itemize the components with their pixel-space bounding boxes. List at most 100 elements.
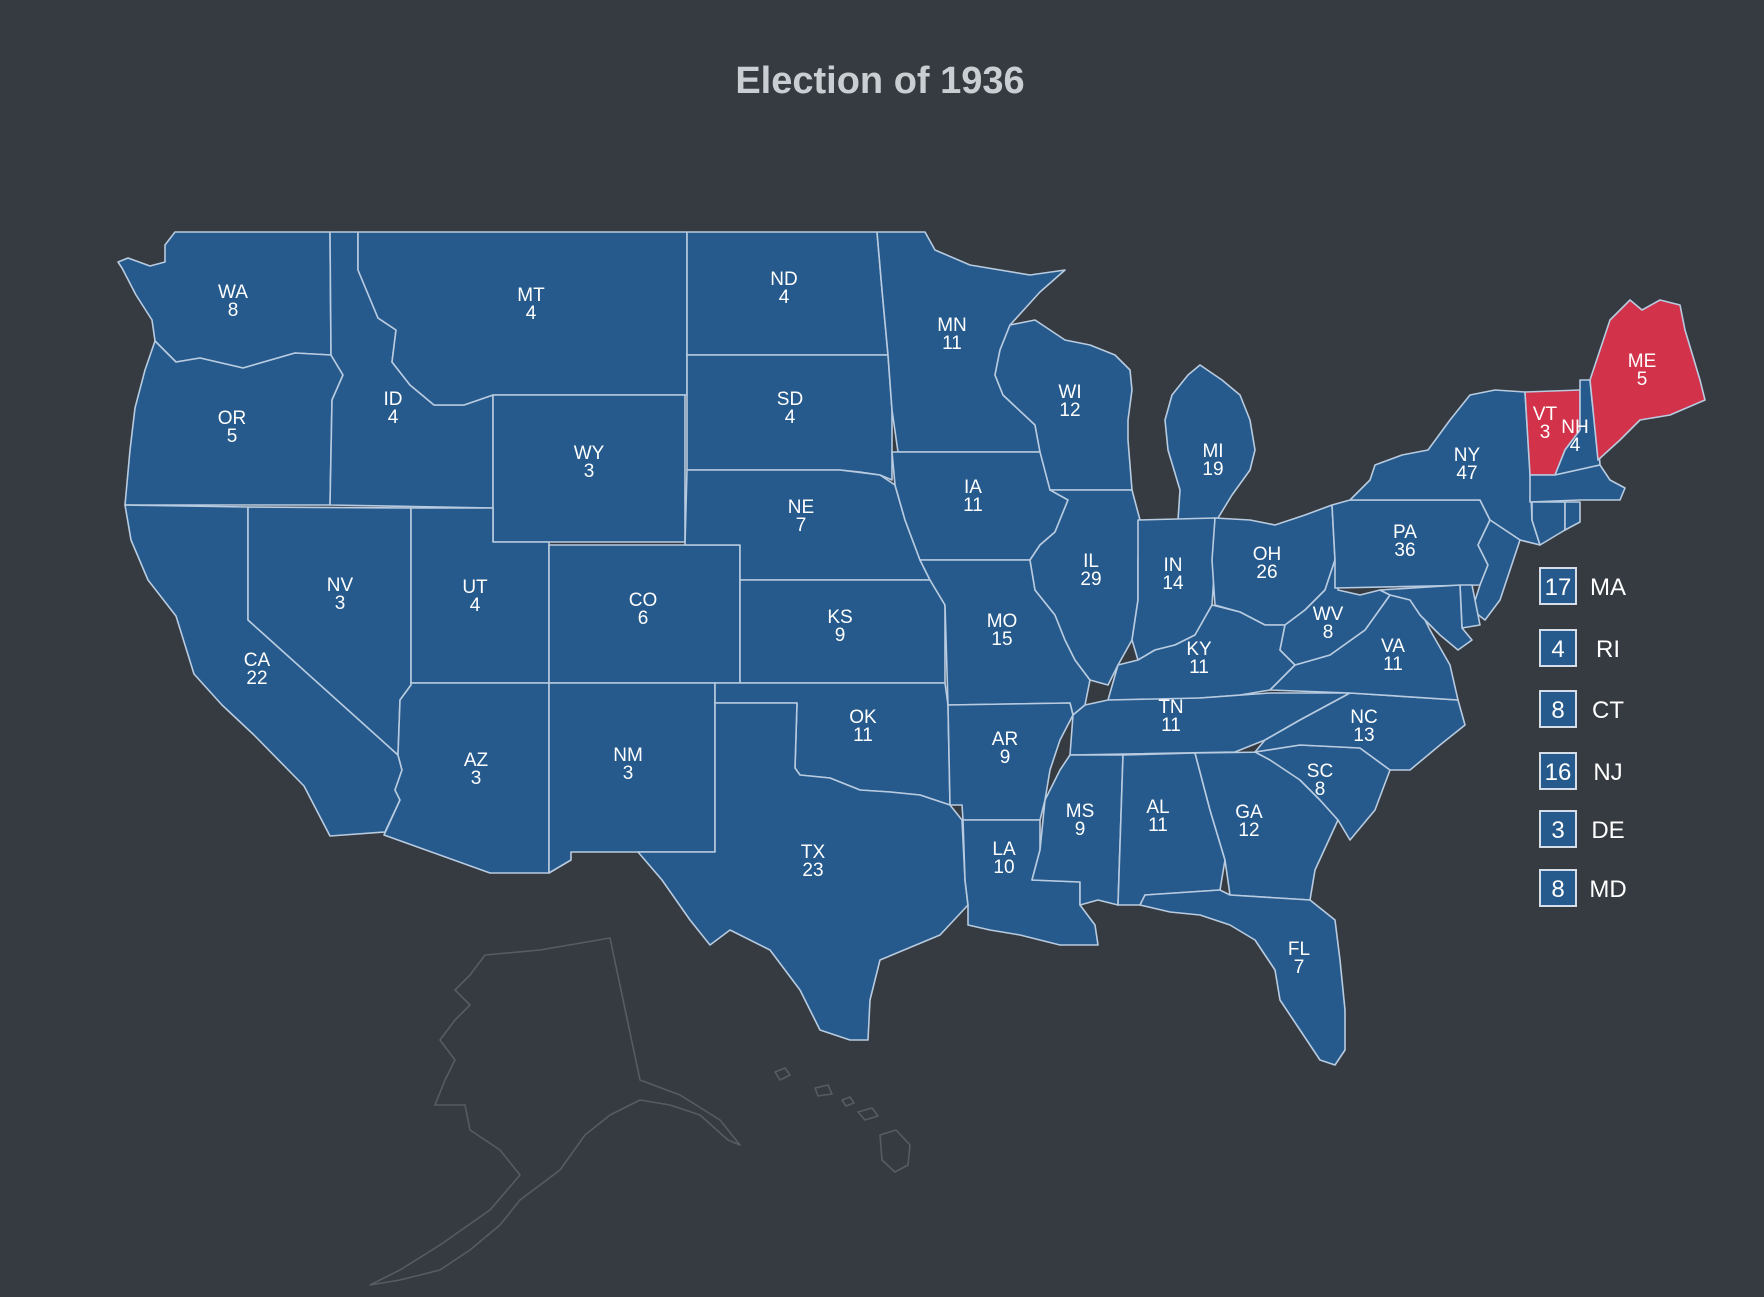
- state-label-sc: SC 8: [1307, 761, 1333, 800]
- state-votes: 11: [1383, 654, 1403, 675]
- callout-ri[interactable]: 4 RI: [1539, 629, 1620, 667]
- state-votes: 15: [991, 629, 1012, 650]
- state-md[interactable]: [1379, 584, 1473, 651]
- state-votes: 11: [1161, 715, 1181, 736]
- state-label-nd: ND 4: [770, 269, 797, 308]
- callout-md[interactable]: 8 MD: [1539, 869, 1627, 907]
- state-votes: 22: [246, 668, 267, 689]
- state-abbr: OR: [218, 408, 247, 429]
- state-abbr: CO: [629, 590, 658, 611]
- state-tx[interactable]: [637, 702, 969, 1041]
- map-title: Election of 1936: [735, 60, 1024, 102]
- state-label-id: ID 4: [384, 389, 403, 428]
- state-label-la: LA 10: [992, 839, 1016, 878]
- state-abbr: WI: [1058, 382, 1081, 403]
- state-votes: 6: [638, 608, 649, 629]
- state-me[interactable]: [1589, 299, 1706, 461]
- state-mt[interactable]: [357, 231, 688, 406]
- callout-de[interactable]: 3 DE: [1539, 810, 1625, 848]
- callout-abbr: RI: [1596, 636, 1620, 663]
- hawaii-island-3: [841, 1096, 855, 1107]
- state-votes: 11: [963, 495, 983, 516]
- state-votes: 9: [1000, 747, 1011, 768]
- state-abbr: NE: [788, 497, 814, 518]
- state-mi[interactable]: [1164, 364, 1256, 521]
- callout-votes: 4: [1551, 636, 1564, 663]
- state-label-az: AZ 3: [464, 750, 489, 789]
- state-votes: 29: [1080, 569, 1101, 590]
- state-abbr: TX: [801, 842, 826, 863]
- state-ma[interactable]: [1529, 464, 1626, 503]
- callout-abbr: DE: [1591, 817, 1624, 844]
- state-votes: 10: [993, 857, 1014, 878]
- state-label-ne: NE 7: [788, 497, 814, 536]
- state-votes: 23: [802, 860, 823, 881]
- callout-votes: 3: [1551, 817, 1564, 844]
- state-votes: 12: [1238, 820, 1259, 841]
- state-abbr: KS: [827, 607, 852, 628]
- state-label-vt: VT 3: [1533, 404, 1558, 443]
- state-abbr: VA: [1381, 636, 1405, 657]
- state-abbr: ID: [384, 389, 403, 410]
- state-abbr: TN: [1158, 697, 1183, 718]
- state-abbr: IL: [1083, 551, 1099, 572]
- state-ct[interactable]: [1531, 501, 1566, 546]
- state-label-me: ME 5: [1628, 351, 1657, 390]
- state-ri[interactable]: [1564, 501, 1581, 531]
- state-wi[interactable]: [994, 319, 1133, 491]
- state-az[interactable]: [383, 682, 550, 874]
- state-de[interactable]: [1459, 584, 1481, 629]
- state-nc[interactable]: [1254, 692, 1466, 771]
- state-ks[interactable]: [739, 579, 946, 684]
- state-votes: 7: [1294, 957, 1305, 978]
- state-abbr: WA: [218, 282, 248, 303]
- callout-box: [1539, 869, 1577, 907]
- state-votes: 36: [1394, 540, 1415, 561]
- state-label-ca: CA 22: [244, 650, 271, 689]
- state-abbr: AL: [1146, 797, 1169, 818]
- state-abbr: PA: [1393, 522, 1417, 543]
- state-label-fl: FL 7: [1288, 939, 1310, 978]
- state-votes: 5: [1637, 369, 1648, 390]
- state-abbr: MO: [987, 611, 1018, 632]
- callout-votes: 8: [1551, 697, 1564, 724]
- callout-ma[interactable]: 17 MA: [1539, 567, 1626, 605]
- state-abbr: WV: [1313, 604, 1344, 625]
- callout-abbr: MD: [1589, 876, 1626, 903]
- state-votes: 3: [335, 593, 346, 614]
- callout-nj[interactable]: 16 NJ: [1539, 752, 1623, 790]
- state-votes: 8: [1323, 622, 1334, 643]
- state-abbr: NY: [1454, 445, 1481, 466]
- state-label-il: IL 29: [1080, 551, 1101, 590]
- state-nj[interactable]: [1471, 519, 1521, 621]
- state-votes: 11: [942, 333, 962, 354]
- state-votes: 4: [526, 303, 537, 324]
- state-votes: 26: [1256, 562, 1277, 583]
- state-label-nm: NM 3: [613, 745, 643, 784]
- state-label-mt: MT 4: [517, 285, 545, 324]
- state-label-ks: KS 9: [827, 607, 852, 646]
- state-fl[interactable]: [1139, 889, 1346, 1066]
- callout-box: [1539, 690, 1577, 728]
- state-votes: 9: [1075, 819, 1086, 840]
- state-label-ok: OK 11: [849, 707, 877, 746]
- state-abbr: NV: [327, 575, 354, 596]
- state-votes: 8: [1315, 779, 1326, 800]
- state-votes: 4: [785, 407, 796, 428]
- callout-ct[interactable]: 8 CT: [1539, 690, 1624, 728]
- state-label-oh: OH 26: [1253, 544, 1282, 583]
- callout-votes: 16: [1545, 759, 1572, 786]
- hawaii-island-5: [879, 1129, 911, 1173]
- callout-box: [1539, 567, 1577, 605]
- state-votes: 5: [227, 426, 238, 447]
- state-label-pa: PA 36: [1393, 522, 1417, 561]
- callout-box: [1539, 752, 1577, 790]
- state-label-ms: MS 9: [1066, 801, 1095, 840]
- callout-abbr: NJ: [1593, 759, 1622, 786]
- state-votes: 7: [796, 515, 807, 536]
- state-abbr: VT: [1533, 404, 1558, 425]
- state-abbr: NM: [613, 745, 643, 766]
- state-votes: 11: [1189, 657, 1209, 678]
- state-abbr: MN: [937, 315, 967, 336]
